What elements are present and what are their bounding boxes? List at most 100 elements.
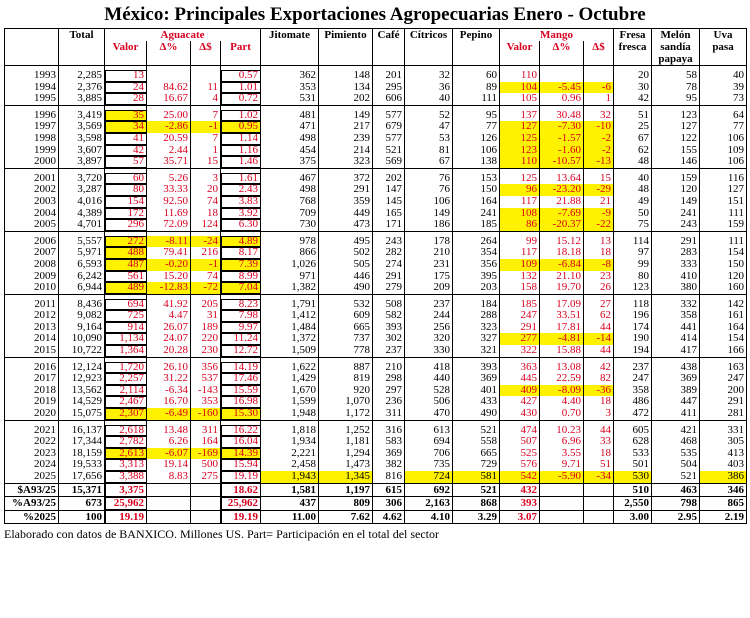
table-cell: 19,533 [58,459,105,471]
header-uva-2: pasa [699,41,748,53]
table-cell: -2 [582,132,615,145]
summary-cell: 1,581 [260,482,319,497]
table-cell: 438 [651,361,701,374]
table-row: 2015 10,722 1,364 20.28 230 12.72 1,509 778 237 3… [4,345,748,358]
table-cell: 239 [318,132,373,145]
summary-cell [539,509,584,525]
table-row: 2025 17,656 3,388 8.83 275 19.19 1,943 1,345 816… [4,471,748,484]
table-cell: 505 [318,258,373,271]
table-cell: 17.81 [539,321,584,334]
table-cell: 15.20 [146,270,191,283]
table-cell: 311 [372,408,405,421]
table-cell: 1,818 [260,424,319,437]
header-mango-valor: Valor [499,41,540,53]
year-cell: 2008 [4,258,59,271]
table-cell: 16,137 [58,424,105,437]
table-cell: 709 [260,207,319,220]
table-cell: 694 [104,298,147,311]
table-cell: -7.69 [539,207,584,220]
table-cell: 0.95 [220,121,261,133]
table-cell: 256 [404,321,453,334]
table-cell: 3 [582,408,615,421]
table-cell: 1,509 [260,345,319,358]
table-cell: 427 [499,396,540,409]
summary-cell: 7.62 [318,509,373,525]
table-cell: 6.96 [539,436,584,448]
table-cell: 11.69 [146,207,191,220]
table-cell: 78 [651,81,701,94]
table-cell: 76 [404,184,453,196]
table-cell: 362 [260,70,319,82]
table-cell: 24.07 [146,333,191,346]
table-cell: 6,242 [58,270,105,283]
year-cell: 2021 [4,424,59,437]
header-fresa: Fresa [613,28,653,41]
header-citricos: Cítricos [404,28,453,41]
table-cell: 401 [452,384,500,397]
table-cell: 33.33 [146,184,191,196]
table-cell: 4.40 [539,396,584,409]
table-cell: 1.61 [220,172,261,185]
table-cell: 410 [651,270,701,283]
table-cell: 0.70 [539,408,584,421]
table-cell: 106 [699,156,748,169]
table-cell: 9.71 [539,459,584,471]
table-cell: 495 [318,235,373,248]
table-cell: 735 [404,459,453,471]
table-cell: 104 [499,81,540,94]
table-cell: 583 [372,436,405,448]
table-cell: 14,529 [58,396,105,409]
table-cell: 32 [582,109,615,122]
table-cell: 109 [699,144,748,157]
table-cell: 323 [318,156,373,169]
table-cell: 13 [582,235,615,248]
table-cell: 1,294 [318,447,373,460]
table-cell: 149 [318,109,373,122]
table-cell: 153 [452,172,500,185]
table-cell: 531 [260,93,319,106]
table-cell: 1,429 [260,373,319,385]
table-cell: 353 [190,396,221,409]
table-cell: -160 [190,408,221,421]
table-cell: 15,075 [58,408,105,421]
table-cell: 665 [452,447,500,460]
table-cell: 679 [372,121,405,133]
table-cell: 498 [260,184,319,196]
table-cell: 106 [404,195,453,208]
table-cell: 1,670 [260,384,319,397]
table-cell: 95 [651,93,701,106]
table-cell: 117 [499,195,540,208]
table-cell: 23 [582,270,615,283]
table-cell: 778 [318,345,373,358]
summary-cell: 100 [58,509,105,525]
table-row: 2009 6,242 561 15.20 74 8.99 971 446 291 175 395 13… [4,270,748,283]
table-cell: 171 [372,219,405,232]
table-cell: 60 [452,70,500,82]
year-cell: 1993 [4,70,59,82]
table-cell: 332 [651,298,701,311]
table-cell: 440 [404,373,453,385]
table-cell: 386 [699,471,748,484]
summary-cell: 521 [452,482,500,497]
table-cell: 1,382 [260,282,319,295]
table-cell: 154 [104,195,147,208]
group-separator [4,104,748,110]
table-cell: 291 [499,321,540,334]
table-cell: 1.02 [220,109,261,122]
table-cell: 4 [190,93,221,106]
table-cell: 298 [372,373,405,385]
table-cell: 6.30 [220,219,261,232]
table-cell: 16.04 [220,436,261,448]
table-cell: 277 [499,333,540,346]
table-cell: -8 [582,258,615,271]
table-cell: 433 [452,396,500,409]
table-cell: 123 [613,282,653,295]
table-cell: 25.00 [146,109,191,122]
table-cell: 20 [190,184,221,196]
table-cell: 97 [613,247,653,259]
table-cell: 2.44 [146,144,191,157]
table-cell: 48 [613,156,653,169]
table-cell: 10,090 [58,333,105,346]
table-cell [539,70,584,82]
table-cell: 209 [404,282,453,295]
